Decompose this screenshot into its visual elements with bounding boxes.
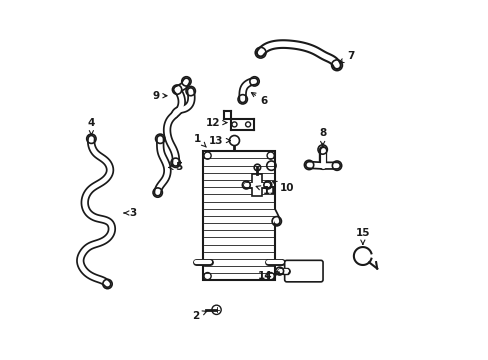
Text: 2: 2 <box>192 311 206 320</box>
Text: 3: 3 <box>124 208 137 218</box>
Bar <box>282 268 287 274</box>
Text: 13: 13 <box>209 136 230 145</box>
Text: 11: 11 <box>256 186 277 197</box>
Text: 14: 14 <box>258 271 279 281</box>
Text: 1: 1 <box>194 134 206 147</box>
Bar <box>203 151 274 280</box>
Text: 5: 5 <box>168 162 183 172</box>
Text: 4: 4 <box>87 118 95 135</box>
Bar <box>252 174 262 196</box>
Text: 9: 9 <box>152 91 166 101</box>
Text: 8: 8 <box>318 128 325 145</box>
Text: 7: 7 <box>339 51 354 63</box>
Text: 6: 6 <box>251 93 267 106</box>
FancyBboxPatch shape <box>284 260 323 282</box>
Text: 10: 10 <box>272 181 293 193</box>
Text: 12: 12 <box>205 118 226 128</box>
Text: 15: 15 <box>355 228 369 244</box>
